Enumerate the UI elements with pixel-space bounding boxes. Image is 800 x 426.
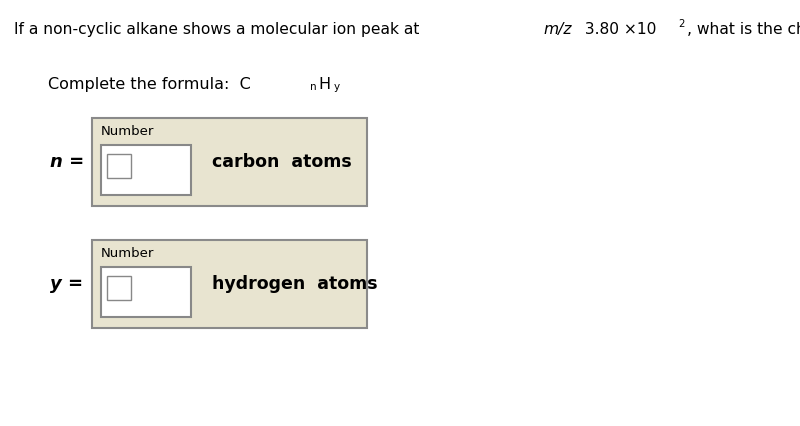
Text: Complete the formula:  C: Complete the formula: C [48, 77, 250, 92]
FancyBboxPatch shape [92, 240, 367, 328]
FancyBboxPatch shape [92, 118, 367, 206]
Text: n =: n = [50, 153, 84, 171]
Text: hydrogen  atoms: hydrogen atoms [212, 275, 378, 293]
Text: 3.80 ×10: 3.80 ×10 [580, 22, 657, 37]
Text: y: y [334, 82, 340, 92]
Text: Number: Number [101, 247, 154, 260]
FancyBboxPatch shape [101, 267, 191, 317]
Text: m/z: m/z [543, 22, 572, 37]
FancyBboxPatch shape [107, 276, 131, 300]
Text: carbon  atoms: carbon atoms [212, 153, 352, 171]
Text: 2: 2 [678, 19, 685, 29]
Text: , what is the chemical formula?: , what is the chemical formula? [687, 22, 800, 37]
Text: If a non-cyclic alkane shows a molecular ion peak at: If a non-cyclic alkane shows a molecular… [14, 22, 424, 37]
Text: Number: Number [101, 125, 154, 138]
Text: y =: y = [50, 275, 83, 293]
Text: n: n [310, 82, 316, 92]
FancyBboxPatch shape [101, 145, 191, 195]
FancyBboxPatch shape [107, 154, 131, 178]
Text: H: H [318, 77, 330, 92]
